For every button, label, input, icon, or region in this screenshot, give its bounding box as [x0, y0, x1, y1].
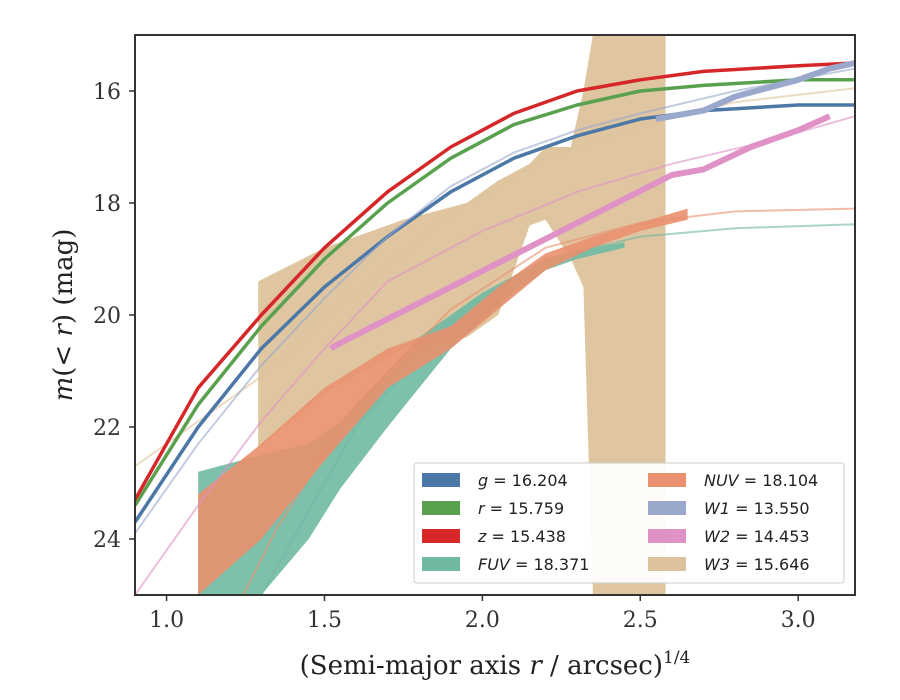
legend-box: [413, 462, 845, 584]
ticks-layer: 1.0 1.5 2.0 2.5 3.0 16 18 20 22 24: [93, 80, 816, 633]
legend-label-z: z = 15.438: [477, 527, 566, 546]
legend-label-nuv: NUV = 18.104: [704, 471, 818, 490]
profile-g: [135, 103, 855, 524]
y-tick-label: 24: [93, 528, 121, 553]
y-tick-label: 18: [93, 192, 121, 217]
legend-swatch-g: [422, 473, 460, 487]
profile-w2: [329, 113, 831, 352]
y-tick-label: 20: [93, 304, 121, 329]
series-layer: [135, 35, 855, 595]
model-curve-w2: [135, 115, 855, 595]
y-tick-label: 16: [93, 80, 121, 105]
model-curve-w1: [135, 67, 855, 534]
y-tick-label: 22: [93, 416, 121, 441]
legend-swatch-w3: [648, 557, 686, 571]
x-tick-label: 2.0: [465, 608, 500, 633]
legend-swatch-w2: [648, 529, 686, 543]
x-tick-label: 2.5: [623, 608, 658, 633]
profile-z: [135, 61, 855, 501]
legend-swatch-nuv: [648, 473, 686, 487]
legend: g = 16.204 r = 15.759 z = 15.438 FUV = 18.3…: [413, 462, 845, 584]
x-tick-label: 1.0: [149, 608, 184, 633]
x-tick-label: 3.0: [781, 608, 816, 633]
model-curve-nuv: [242, 207, 855, 595]
legend-label-fuv: FUV = 18.371: [478, 555, 589, 574]
legend-label-w3: W3 = 15.646: [704, 555, 810, 574]
legend-swatch-r: [422, 501, 460, 515]
profile-r: [135, 78, 855, 507]
legend-swatch-z: [422, 529, 460, 543]
legend-label-w1: W1 = 13.550: [704, 499, 810, 518]
y-axis-title: m(< r) (mag): [49, 229, 79, 402]
profile-w1: [655, 60, 855, 122]
legend-swatch-w1: [648, 501, 686, 515]
x-axis-title: (Semi-major axis r / arcsec)1/4: [300, 648, 691, 681]
band-fuv: [198, 242, 625, 595]
legend-label-r: r = 15.759: [478, 499, 564, 518]
x-tick-label: 1.5: [307, 608, 342, 633]
legend-label-w2: W2 = 14.453: [704, 527, 810, 546]
legend-label-g: g = 16.204: [478, 471, 568, 490]
legend-swatch-fuv: [422, 557, 460, 571]
